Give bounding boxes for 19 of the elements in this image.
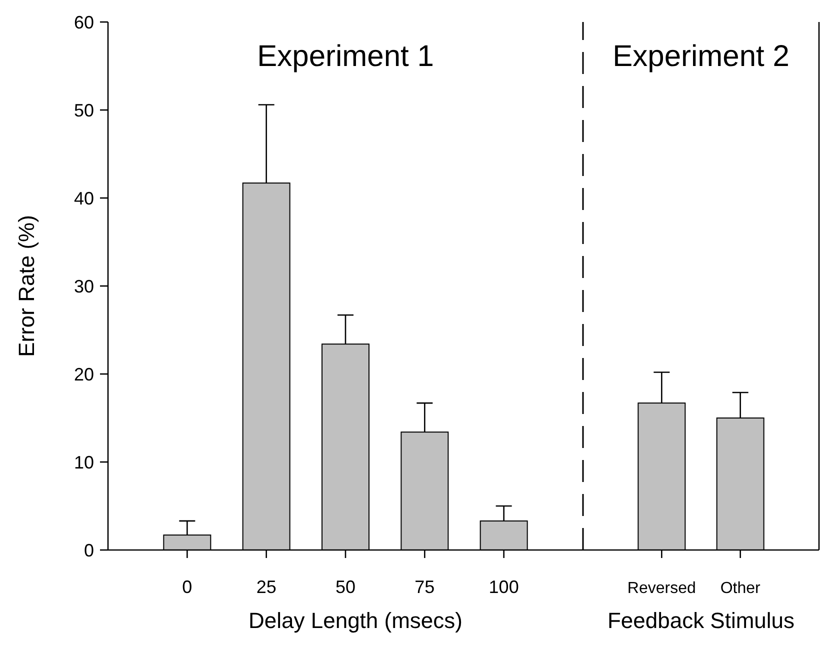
y-tick-label: 50 bbox=[74, 100, 94, 120]
y-tick-label: 40 bbox=[74, 188, 94, 208]
x-tick-label: 75 bbox=[414, 577, 435, 597]
x-axis-title: Delay Length (msecs) bbox=[248, 608, 462, 633]
x-tick-label: 25 bbox=[256, 577, 276, 597]
x-axis-title: Feedback Stimulus bbox=[607, 608, 795, 633]
y-tick-label: 30 bbox=[74, 276, 94, 296]
y-tick-label: 0 bbox=[84, 540, 94, 560]
y-tick-label: 20 bbox=[74, 364, 94, 384]
x-tick-label: 50 bbox=[335, 577, 356, 597]
text: Experiment 2 bbox=[612, 40, 790, 73]
y-tick-label: 60 bbox=[74, 12, 94, 32]
text: Experiment 1 bbox=[257, 40, 434, 73]
x-tick-label: 100 bbox=[488, 577, 519, 597]
x-tick-label: Other bbox=[720, 580, 762, 597]
x-tick-label: Reversed bbox=[627, 580, 696, 597]
y-axis-title: Error Rate (%) bbox=[14, 215, 39, 357]
x-tick-label: 0 bbox=[182, 577, 192, 597]
y-tick-label: 10 bbox=[74, 452, 94, 472]
